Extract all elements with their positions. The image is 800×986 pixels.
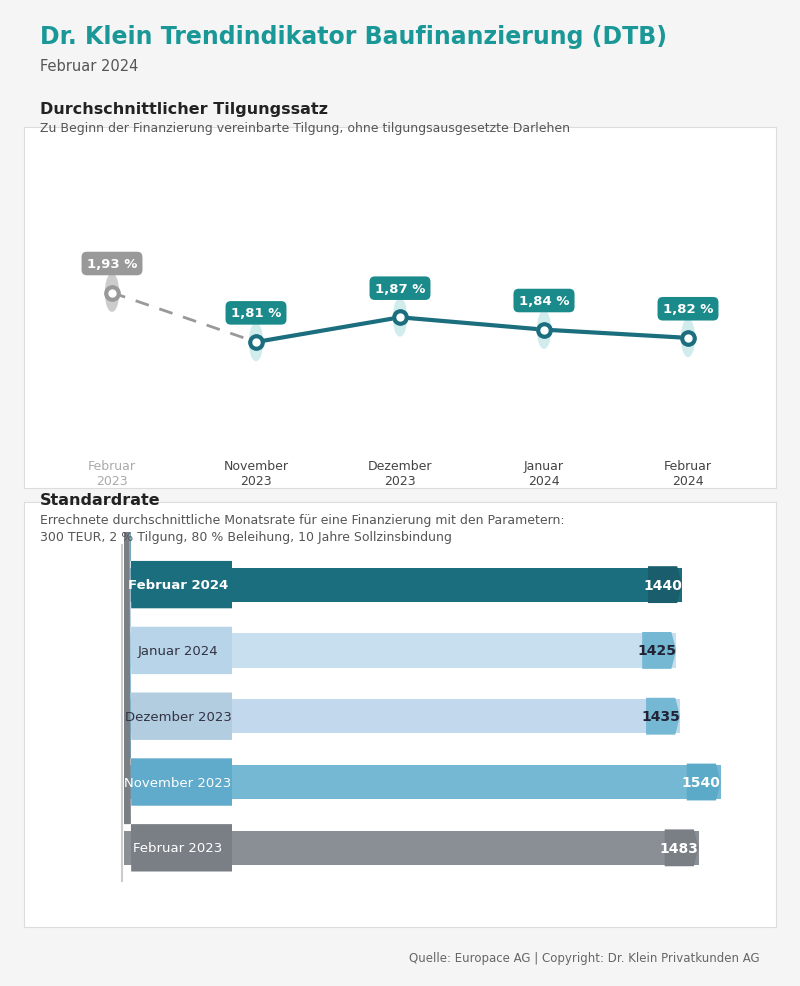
Text: 1435: 1435	[642, 710, 680, 724]
Polygon shape	[642, 632, 676, 669]
Text: 1,87 %: 1,87 %	[375, 282, 425, 296]
Text: 1540: 1540	[682, 775, 721, 789]
Text: Januar
2024: Januar 2024	[524, 459, 564, 488]
Circle shape	[250, 324, 262, 361]
Bar	[124, 699, 680, 734]
Polygon shape	[124, 0, 232, 608]
Bar	[124, 831, 698, 865]
Text: 1425: 1425	[638, 644, 676, 658]
Text: November 2023: November 2023	[124, 776, 232, 789]
Text: Errechnete durchschnittliche Monatsrate für eine Finanzierung mit den Parametern: Errechnete durchschnittliche Monatsrate …	[40, 514, 565, 527]
Text: Januar 2024: Januar 2024	[138, 644, 218, 658]
Text: Februar
2023: Februar 2023	[88, 459, 136, 488]
Circle shape	[394, 300, 406, 336]
Polygon shape	[648, 567, 682, 603]
Text: Februar
2024: Februar 2024	[664, 459, 712, 488]
Text: 300 TEUR, 2 % Tilgung, 80 % Beleihung, 10 Jahre Sollzinsbindung: 300 TEUR, 2 % Tilgung, 80 % Beleihung, 1…	[40, 530, 452, 543]
Polygon shape	[124, 0, 232, 806]
Text: 1,82 %: 1,82 %	[663, 303, 713, 316]
Polygon shape	[124, 0, 232, 872]
Text: 1,81 %: 1,81 %	[231, 307, 281, 320]
Circle shape	[538, 312, 550, 349]
Text: Quelle: Europace AG | Copyright: Dr. Klein Privatkunden AG: Quelle: Europace AG | Copyright: Dr. Kle…	[410, 951, 760, 964]
Circle shape	[106, 275, 118, 312]
Text: Durchschnittlicher Tilgungssatz: Durchschnittlicher Tilgungssatz	[40, 102, 328, 116]
Polygon shape	[124, 0, 232, 740]
Bar	[124, 568, 682, 602]
Text: 1,84 %: 1,84 %	[518, 295, 570, 308]
Text: Zu Beginn der Finanzierung vereinbarte Tilgung, ohne tilgungsausgesetzte Darlehe: Zu Beginn der Finanzierung vereinbarte T…	[40, 122, 570, 135]
Text: Standardrate: Standardrate	[40, 493, 161, 508]
Text: Dr. Klein Trendindikator Baufinanzierung (DTB): Dr. Klein Trendindikator Baufinanzierung…	[40, 25, 667, 48]
Text: Februar 2024: Februar 2024	[40, 59, 138, 74]
Text: Februar 2024: Februar 2024	[128, 579, 228, 592]
Text: Februar 2023: Februar 2023	[134, 841, 222, 855]
Bar	[124, 634, 676, 668]
Polygon shape	[124, 0, 232, 674]
Bar	[124, 765, 721, 800]
Polygon shape	[665, 829, 698, 867]
Circle shape	[682, 320, 694, 357]
Text: November
2023: November 2023	[223, 459, 289, 488]
Text: 1440: 1440	[643, 578, 682, 592]
Polygon shape	[646, 698, 680, 735]
Text: Dezember
2023: Dezember 2023	[368, 459, 432, 488]
Text: Dezember 2023: Dezember 2023	[125, 710, 231, 723]
Polygon shape	[686, 764, 721, 801]
Text: 1,93 %: 1,93 %	[87, 257, 137, 271]
Text: 1483: 1483	[660, 841, 698, 855]
